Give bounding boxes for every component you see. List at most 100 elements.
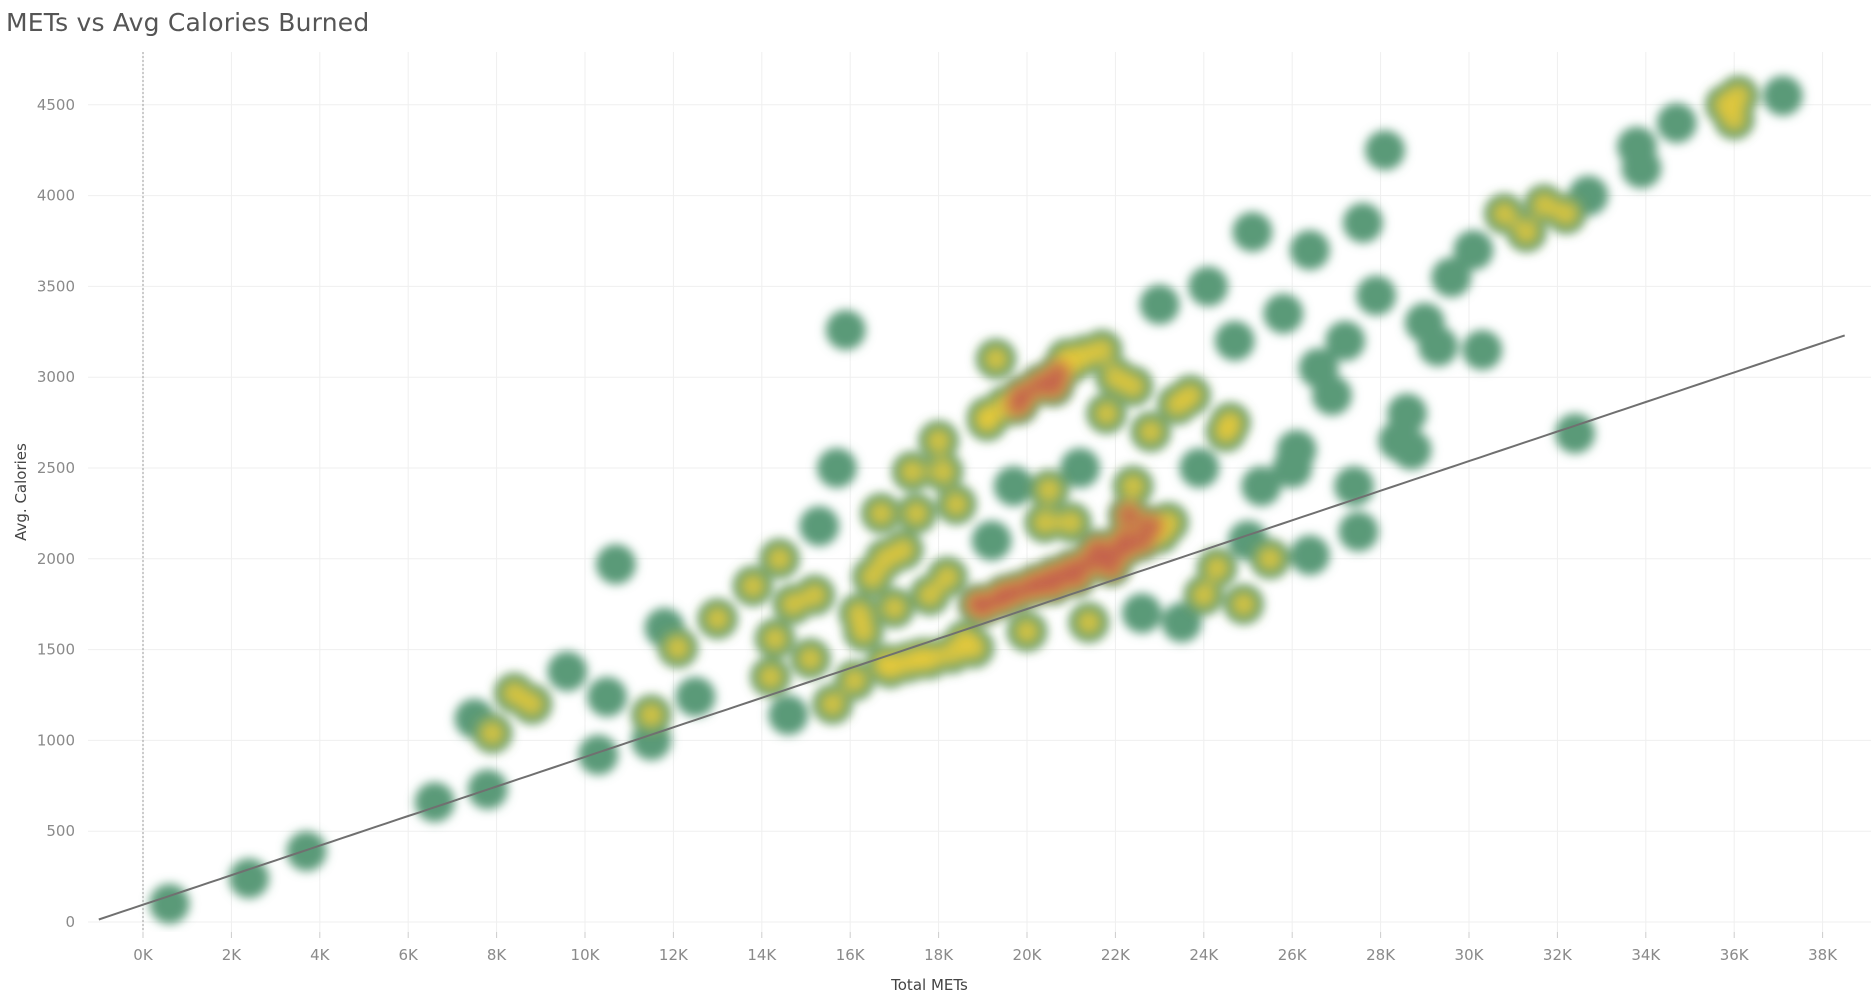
data-point[interactable]	[993, 466, 1034, 507]
data-point[interactable]	[1621, 148, 1662, 189]
y-tick-label: 0	[65, 913, 75, 931]
data-point[interactable]	[1762, 75, 1803, 116]
x-tick-label: 22K	[1101, 946, 1131, 964]
data-point[interactable]	[1228, 520, 1268, 561]
data-point-density-high	[1138, 514, 1163, 539]
data-point[interactable]	[1214, 320, 1255, 361]
data-point[interactable]	[1139, 284, 1180, 325]
data-point[interactable]	[1387, 393, 1428, 434]
data-point-density-high	[1116, 503, 1141, 528]
data-point[interactable]	[1365, 130, 1406, 171]
data-point-density-mid	[1216, 408, 1245, 437]
data-point[interactable]	[149, 883, 190, 924]
data-point[interactable]	[768, 694, 809, 735]
data-point-density-mid	[637, 700, 666, 729]
x-tick-label: 12K	[659, 946, 689, 964]
data-point[interactable]	[1391, 429, 1432, 470]
data-point[interactable]	[1342, 202, 1383, 243]
x-tick-label: 30K	[1455, 946, 1485, 964]
data-point[interactable]	[1188, 266, 1229, 307]
data-point[interactable]	[587, 676, 628, 717]
data-point[interactable]	[1241, 466, 1282, 507]
data-point-density-mid	[738, 572, 767, 601]
data-point[interactable]	[1555, 413, 1596, 454]
data-point[interactable]	[578, 734, 619, 775]
data-point-density-mid	[924, 426, 953, 455]
data-point[interactable]	[1325, 320, 1366, 361]
data-point-density-mid	[1490, 199, 1519, 228]
data-point-density-mid	[1092, 399, 1121, 428]
data-point[interactable]	[1179, 448, 1220, 488]
x-tick-label: 36K	[1720, 946, 1750, 964]
data-point-density-mid	[871, 544, 900, 573]
data-point[interactable]	[675, 676, 716, 717]
x-axis-label: Total METs	[890, 976, 968, 994]
data-point-density-high	[1098, 554, 1123, 579]
data-point[interactable]	[1418, 326, 1459, 367]
data-point[interactable]	[825, 309, 866, 350]
data-point[interactable]	[816, 448, 857, 488]
data-point-density-mid	[1136, 417, 1165, 446]
y-tick-label: 3000	[37, 368, 75, 386]
data-point-density-mid	[1163, 390, 1192, 419]
chart-title: METs vs Avg Calories Burned	[6, 8, 370, 37]
x-tick-label: 14K	[747, 946, 777, 964]
data-point-density-mid	[663, 633, 692, 662]
data-point-density-mid	[893, 648, 922, 677]
data-point[interactable]	[1453, 230, 1494, 271]
data-point[interactable]	[1462, 329, 1503, 370]
data-point[interactable]	[1060, 448, 1101, 488]
data-point[interactable]	[971, 520, 1012, 561]
data-point-density-mid	[840, 666, 869, 695]
data-point[interactable]	[595, 544, 636, 585]
data-point-density-mid	[1720, 105, 1749, 134]
data-point[interactable]	[286, 831, 327, 872]
y-tick-label: 2500	[37, 459, 75, 477]
data-point[interactable]	[1431, 257, 1472, 298]
data-point[interactable]	[1356, 275, 1397, 316]
data-point[interactable]	[1263, 293, 1304, 334]
y-tick-label: 4500	[37, 96, 75, 114]
data-point-density-mid	[703, 604, 732, 633]
x-tick-label: 16K	[836, 946, 866, 964]
y-tick-label: 1000	[37, 731, 75, 749]
data-point-density-mid	[1074, 608, 1103, 637]
data-point-density-mid	[982, 345, 1011, 374]
data-point-density-mid	[796, 644, 825, 673]
data-point[interactable]	[1161, 602, 1202, 643]
data-point[interactable]	[1338, 511, 1379, 552]
data-point-density-high	[1028, 372, 1053, 397]
data-point-density-mid	[1030, 508, 1059, 537]
x-tick-label: 10K	[571, 946, 601, 964]
data-point-density-high	[1010, 383, 1035, 408]
data-point-density-mid	[1229, 590, 1258, 619]
data-point-density-mid	[1512, 217, 1541, 246]
data-point[interactable]	[1289, 535, 1330, 576]
y-tick-label: 2000	[37, 550, 75, 568]
data-point[interactable]	[799, 506, 840, 547]
data-point-density-mid	[1724, 81, 1753, 110]
x-tick-label: 0K	[133, 946, 154, 964]
data-point[interactable]	[1272, 448, 1313, 488]
y-tick-label: 4000	[37, 187, 75, 205]
x-tick-label: 26K	[1278, 946, 1308, 964]
data-point-density-mid	[778, 590, 807, 619]
data-point[interactable]	[1656, 102, 1697, 143]
data-point[interactable]	[1311, 375, 1352, 416]
data-point[interactable]	[1568, 175, 1609, 216]
data-point[interactable]	[229, 858, 270, 899]
data-point[interactable]	[1121, 593, 1162, 634]
data-point[interactable]	[547, 651, 588, 692]
x-tick-label: 20K	[1013, 946, 1043, 964]
data-point[interactable]	[1232, 211, 1273, 252]
data-point-density-mid	[765, 544, 794, 573]
data-point-density-high	[1041, 572, 1066, 597]
data-point-density-mid	[517, 690, 546, 719]
data-point[interactable]	[414, 782, 455, 823]
data-point-density-mid	[1119, 372, 1148, 401]
x-tick-label: 28K	[1366, 946, 1396, 964]
data-point[interactable]	[1289, 230, 1330, 271]
data-point-density-mid	[937, 639, 966, 668]
x-tick-label: 24K	[1189, 946, 1219, 964]
